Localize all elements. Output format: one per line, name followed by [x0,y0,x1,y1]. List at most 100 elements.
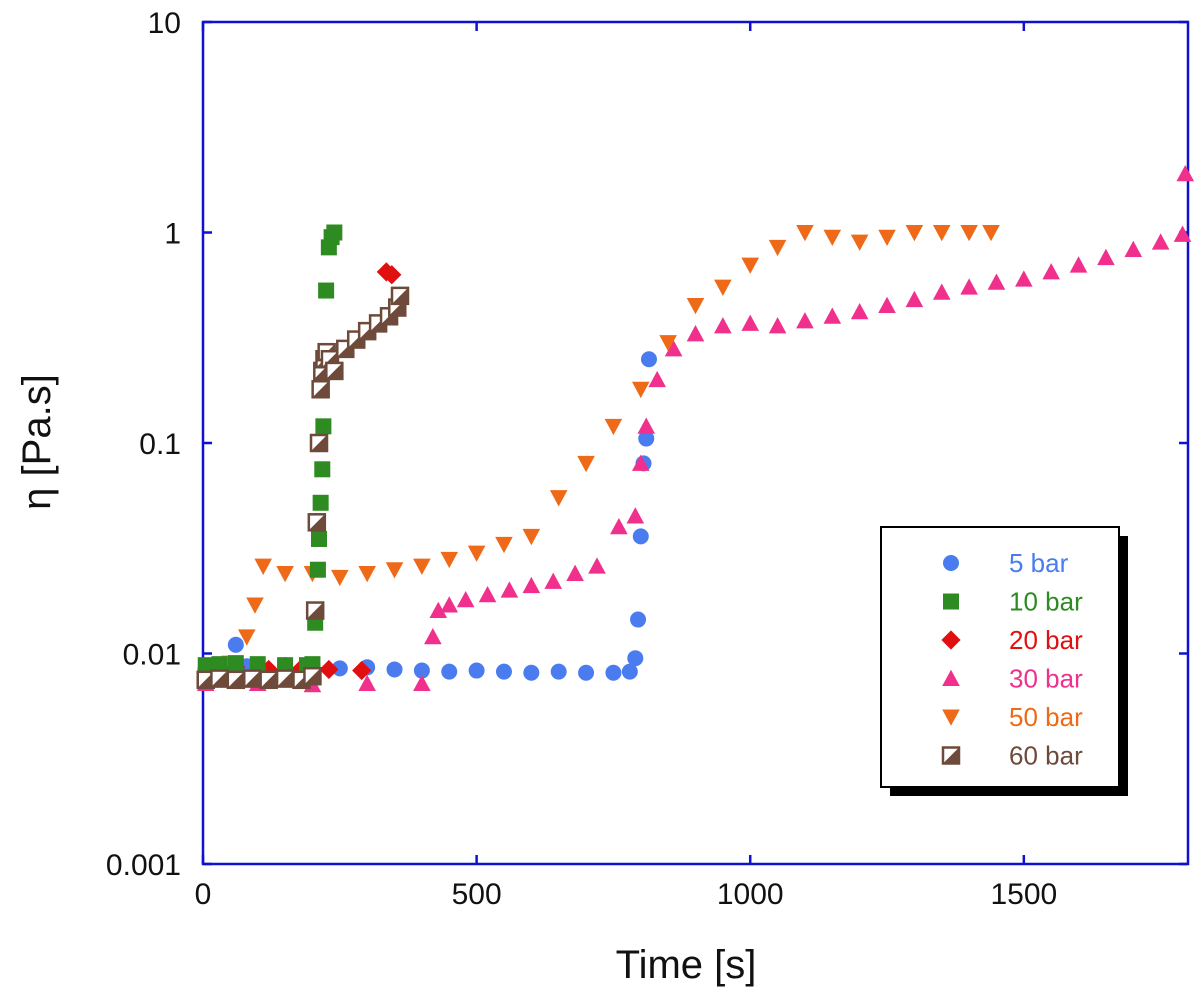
data-point [932,225,951,242]
data-point [549,490,568,507]
data-point [631,381,650,399]
y-tick-labels: 0.001 0.01 0.1 1 10 [106,7,181,882]
data-point [227,636,244,653]
data-point [312,494,329,511]
x-tick-label: 1000 [717,878,784,911]
data-point [358,565,376,583]
data-point [467,545,486,562]
data-point [352,660,372,681]
data-point [632,528,649,545]
data-point [210,669,229,688]
data-point [325,361,344,381]
data-point [276,565,294,583]
data-point [1015,270,1033,287]
data-point [326,224,343,241]
half-square-fill [308,514,325,531]
data-point [385,562,404,579]
data-point [566,564,584,581]
data-point [648,370,666,388]
data-point [878,296,896,313]
data-point [196,670,215,690]
data-point [358,674,376,692]
legend-marker [941,630,961,650]
y-tick-label: 1 [164,218,181,251]
x-tick-label: 1500 [990,878,1057,911]
data-point [604,418,623,436]
data-point [741,314,760,331]
x-tick-label: 500 [452,878,502,911]
data-point [495,536,513,554]
data-point [259,670,278,690]
half-square-fill [260,671,277,688]
data-point [1176,165,1195,182]
data-point [468,662,485,679]
y-tick-label: 10 [148,7,181,40]
legend: 5 bar 10 bar 20 bar 30 bar 50 bar 60 bar [880,526,1128,796]
data-point [243,669,262,688]
data-point [500,581,519,598]
data-point [429,601,448,619]
data-point [386,661,403,678]
data-point [331,660,348,677]
legend-marker [943,593,959,610]
legend-label: 60 bar [1009,741,1083,771]
legend-label: 5 bar [1009,548,1069,578]
data-point [413,674,431,692]
data-point [1097,248,1115,266]
data-point [307,513,327,532]
data-point [478,586,497,603]
data-point [523,664,540,681]
legend-marker [942,669,960,686]
data-point [638,430,655,447]
data-point [522,576,541,594]
data-point [440,596,459,613]
y-tick-label: 0.1 [139,428,181,461]
data-point [659,335,677,352]
data-point [309,433,329,453]
data-point [932,283,951,300]
series-10-bar [197,224,343,674]
data-point [318,282,335,299]
data-point [424,628,442,645]
half-square-fill [227,671,244,688]
legend-label: 20 bar [1009,625,1083,655]
data-point [309,561,326,578]
data-point [714,317,732,334]
data-point [249,656,266,673]
axis-ticks [201,20,1188,866]
data-point [522,528,541,546]
data-point [1124,240,1143,258]
data-point [390,286,410,306]
half-square-fill [277,670,294,687]
data-point [640,351,657,368]
data-point [960,278,978,295]
data-point [227,655,244,672]
data-point [823,307,842,324]
data-point [331,569,349,587]
legend-label: 30 bar [1009,664,1083,694]
y-tick-label: 0.001 [106,849,181,882]
data-point [246,597,264,614]
data-point [275,669,295,688]
half-square-fill [326,362,343,379]
legend-marker [943,555,959,571]
series-60-bar [196,286,410,690]
data-point [254,558,272,575]
data-point [413,662,430,679]
data-point [637,417,656,434]
legend-box [880,526,1120,788]
data-point [960,225,978,242]
legend-marker [942,709,960,726]
data-point [741,257,760,274]
data-point [315,418,332,435]
data-point [878,229,896,246]
data-point [1173,225,1192,242]
data-point [714,279,732,296]
data-point [311,380,330,399]
data-point [441,663,458,680]
data-point [987,273,1006,290]
x-axis-title: Time [s] [616,943,757,987]
x-tick-labels: 0 500 1000 1500 [195,878,1058,911]
data-point [550,663,567,680]
